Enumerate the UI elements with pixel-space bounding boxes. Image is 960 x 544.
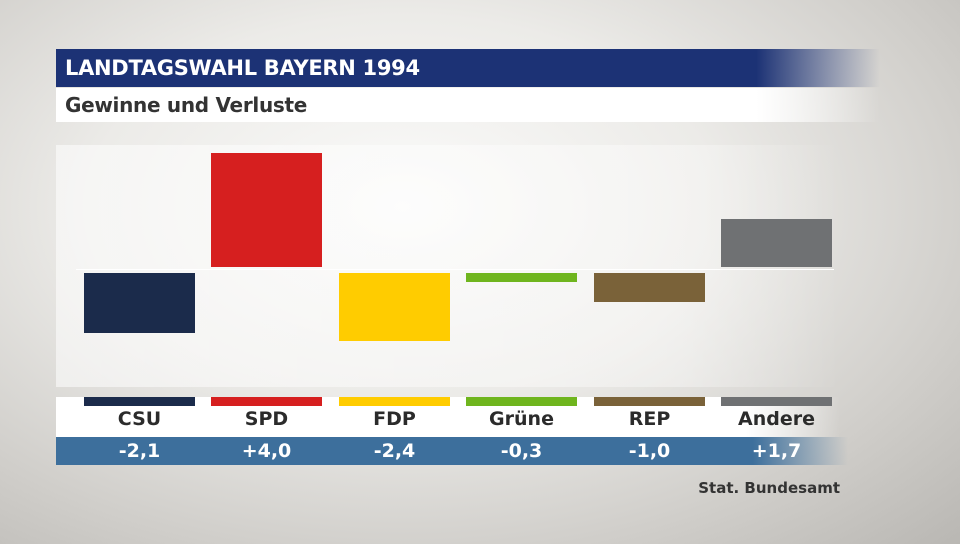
category-label-rep: REP [628,408,671,430]
stub-csu [84,397,195,406]
value-label-spd: +4,0 [241,440,292,462]
category-label-fdp: FDP [373,408,416,430]
bar-gr-ne [466,273,577,282]
category-label-gr-ne: Grüne [489,408,554,430]
zero-baseline [76,269,834,270]
chart-subtitle: Gewinne und Verluste [56,88,880,122]
value-label-gr-ne: -0,3 [500,440,543,462]
bar-csu [84,273,195,333]
bar-fdp [339,273,450,342]
chart-title: LANDTAGSWAHL BAYERN 1994 [56,49,880,87]
stub-fdp [339,397,450,406]
bar-rep [594,273,705,302]
value-label-andere: +1,7 [751,440,802,462]
category-label-andere: Andere [738,408,815,430]
value-label-csu: -2,1 [118,440,161,462]
value-label-fdp: -2,4 [373,440,416,462]
source-credit: Stat. Bundesamt [698,479,840,497]
category-label-spd: SPD [244,408,289,430]
value-label-rep: -1,0 [628,440,671,462]
stub-rep [594,397,705,406]
plot-area [56,145,840,387]
bar-spd [211,153,322,267]
stub-spd [211,397,322,406]
stub-andere [721,397,832,406]
bar-andere [721,218,832,267]
category-label-csu: CSU [117,408,162,430]
stub-gr-ne [466,397,577,406]
value-label-strip [56,437,848,465]
